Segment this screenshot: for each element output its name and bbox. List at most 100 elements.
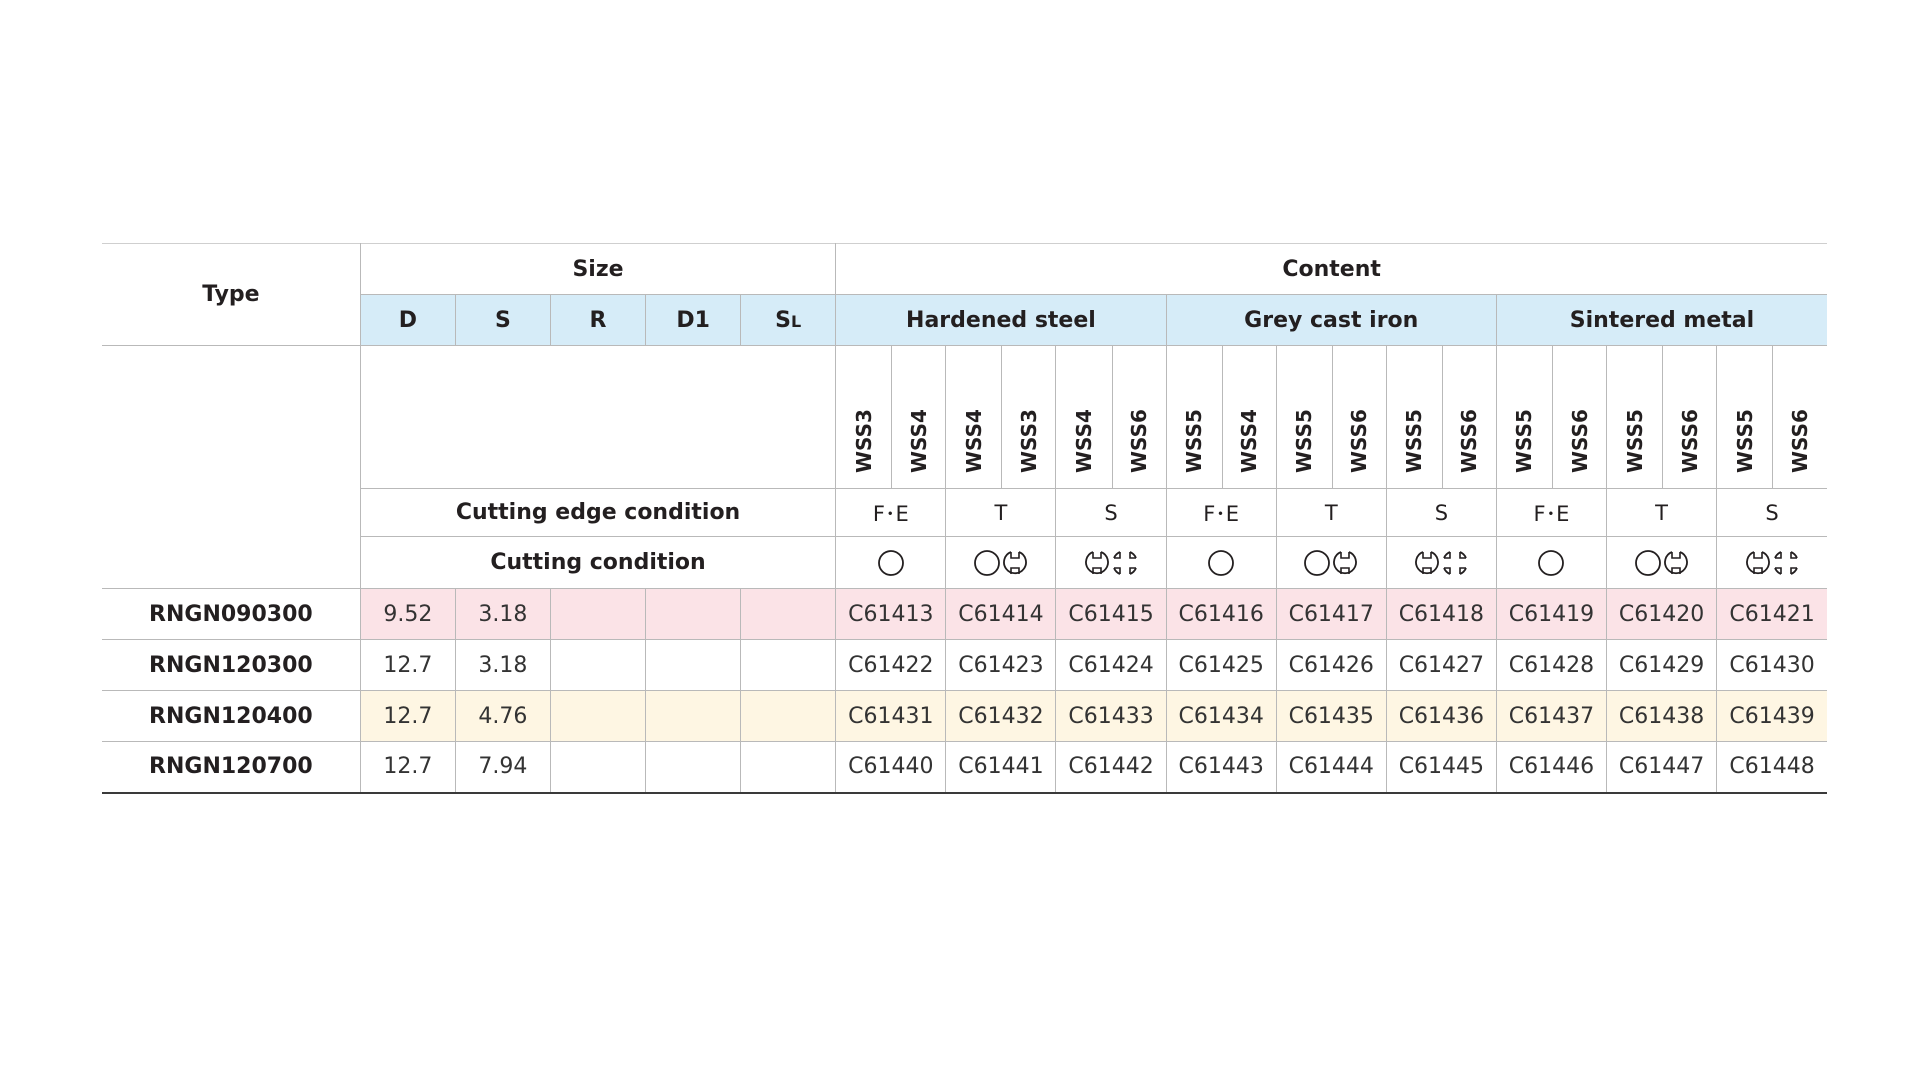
size-s-cell: 3.18 (454, 588, 551, 640)
cutting-condition-cell (1495, 536, 1608, 589)
grade-label: WSS6 (1457, 409, 1482, 473)
circle-icon (877, 549, 905, 576)
code-cell: C61441 (945, 741, 1057, 794)
code-cell: C61415 (1055, 588, 1167, 640)
code-cell: C61428 (1495, 639, 1608, 691)
cutting-edge-row: Cutting edge condition F･E T S F･E T S F… (102, 488, 1827, 537)
type-blank-cell (102, 536, 361, 589)
grade-label: WSS6 (1347, 409, 1372, 473)
code-cell: C61422 (835, 639, 947, 691)
interrupted-cut-icon (1413, 550, 1441, 574)
grade-label: WSS5 (1402, 409, 1427, 473)
grade-label: WSS4 (961, 409, 986, 473)
grade-label: WSS6 (1127, 409, 1152, 473)
table-row: RNGN120300 12.7 3.18 C61422 C61423 C6142… (102, 639, 1827, 691)
size-header: Size (359, 243, 837, 295)
grade-cell: WSS6 (1441, 345, 1497, 489)
interrupted-cut-icon (1744, 550, 1772, 574)
cutting-edge-value: S (1716, 488, 1827, 537)
size-d-cell: 12.7 (359, 741, 456, 794)
code-cell: C61413 (835, 588, 947, 640)
size-s-cell: 7.94 (454, 741, 551, 794)
spec-table-container: Type Size Content D S R D1 SL Hardened s… (102, 243, 1827, 794)
circle-icon (1537, 549, 1565, 576)
grade-cell: WSS6 (1772, 345, 1827, 489)
code-cell: C61435 (1275, 690, 1387, 742)
type-cell: RNGN120400 (102, 690, 361, 742)
code-cell: C61432 (945, 690, 1057, 742)
grade-label: WSS4 (906, 409, 931, 473)
cutting-condition-cell (835, 536, 947, 589)
grade-cell: WSS6 (1662, 345, 1718, 489)
circle-icon (973, 549, 1001, 576)
grade-label: WSS4 (1072, 409, 1097, 473)
grade-label: WSS6 (1677, 409, 1702, 473)
size-col-sl-main: S (775, 307, 792, 333)
size-sl-cell (740, 690, 837, 742)
grade-cell: WSS3 (835, 345, 893, 489)
code-cell: C61426 (1275, 639, 1387, 691)
code-cell: C61446 (1495, 741, 1608, 794)
code-cell: C61442 (1055, 741, 1167, 794)
cutting-condition-cell (945, 536, 1057, 589)
size-s-cell: 3.18 (454, 639, 551, 691)
circle-icon (1207, 549, 1235, 576)
size-d1-cell (645, 639, 742, 691)
spec-table: Type Size Content D S R D1 SL Hardened s… (102, 243, 1827, 794)
grade-label: WSS5 (1622, 409, 1647, 473)
code-cell: C61417 (1275, 588, 1387, 640)
grade-label: WSS6 (1788, 409, 1813, 473)
grade-cell: WSS3 (1001, 345, 1057, 489)
code-cell: C61425 (1165, 639, 1277, 691)
type-blank-cell (102, 345, 361, 489)
cutting-edge-value: T (1275, 488, 1387, 537)
cutting-condition-cell (1385, 536, 1497, 589)
code-cell: C61419 (1495, 588, 1608, 640)
size-r-cell (549, 741, 647, 794)
interrupted-cut-icon (1331, 550, 1359, 574)
code-cell: C61444 (1275, 741, 1387, 794)
grade-cell: WSS5 (1606, 345, 1664, 489)
cutting-edge-value: T (1606, 488, 1718, 537)
circle-icon (1303, 549, 1331, 576)
size-d1-cell (645, 741, 742, 794)
code-cell: C61447 (1606, 741, 1718, 794)
code-cell: C61440 (835, 741, 947, 794)
interrupted-cut-icon (1662, 550, 1690, 574)
cutting-edge-value: S (1385, 488, 1497, 537)
code-cell: C61430 (1716, 639, 1827, 691)
code-cell: C61420 (1606, 588, 1718, 640)
grade-label: WSS3 (851, 409, 876, 473)
table-row: RNGN120400 12.7 4.76 C61431 C61432 C6143… (102, 690, 1827, 742)
cutting-edge-label: Cutting edge condition (359, 488, 837, 537)
grade-cell: WSS4 (891, 345, 947, 489)
cutting-condition-cell (1275, 536, 1387, 589)
code-cell: C61439 (1716, 690, 1827, 742)
code-cell: C61434 (1165, 690, 1277, 742)
grade-label: WSS5 (1732, 409, 1757, 473)
size-col-sl-sub: L (791, 311, 802, 331)
type-cell: RNGN090300 (102, 588, 361, 640)
code-cell: C61414 (945, 588, 1057, 640)
code-cell: C61418 (1385, 588, 1497, 640)
cutting-condition-cell (1716, 536, 1827, 589)
grade-cell: WSS4 (1055, 345, 1113, 489)
type-header: Type (102, 243, 361, 346)
grade-label: WSS4 (1237, 409, 1262, 473)
grade-cell: WSS5 (1495, 345, 1553, 489)
material-sintered-metal: Sintered metal (1495, 294, 1827, 346)
code-cell: C61416 (1165, 588, 1277, 640)
size-r-cell (549, 639, 647, 691)
grade-cell: WSS5 (1165, 345, 1223, 489)
circle-icon (1634, 549, 1662, 576)
heavy-interrupted-cut-icon (1111, 550, 1139, 575)
grade-cell: WSS4 (945, 345, 1003, 489)
code-cell: C61421 (1716, 588, 1827, 640)
cutting-condition-cell (1606, 536, 1718, 589)
type-cell: RNGN120300 (102, 639, 361, 691)
table-row: RNGN090300 9.52 3.18 C61413 C61414 C6141… (102, 588, 1827, 640)
cutting-edge-value: F･E (1165, 488, 1277, 537)
code-cell: C61437 (1495, 690, 1608, 742)
grade-cell: WSS6 (1551, 345, 1608, 489)
grade-label: WSS5 (1182, 409, 1207, 473)
